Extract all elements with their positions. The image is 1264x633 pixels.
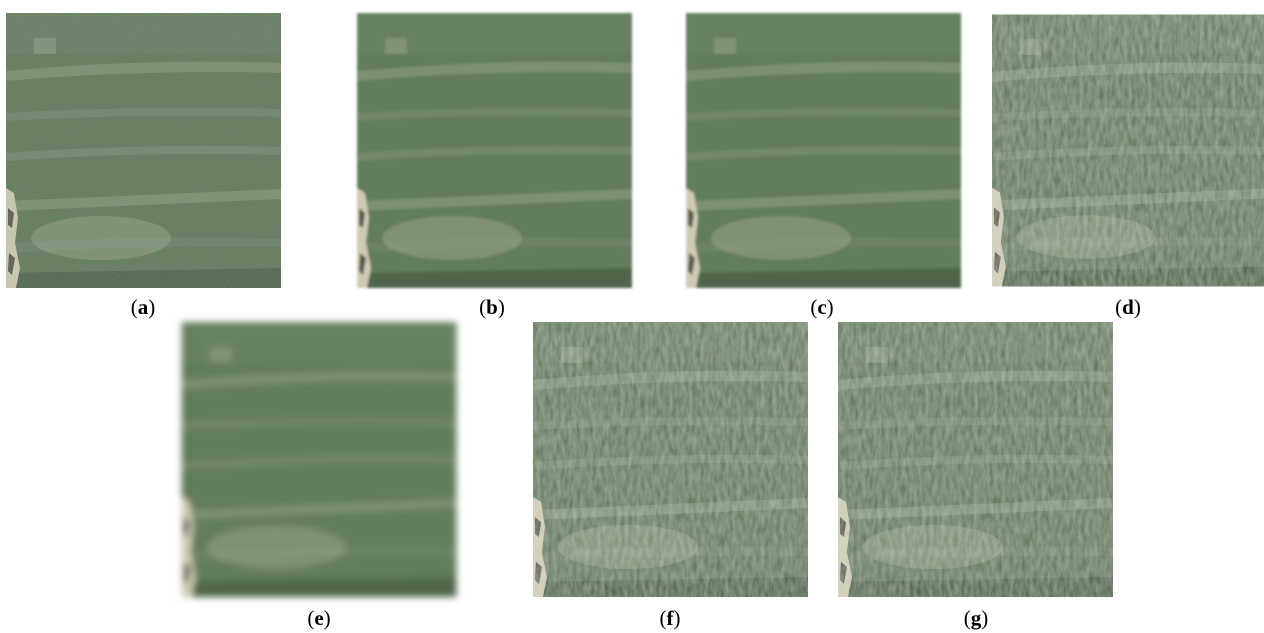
satellite-image bbox=[357, 13, 632, 288]
panel-label: (e) bbox=[307, 606, 330, 630]
panel-label: (c) bbox=[810, 295, 833, 319]
satellite-image bbox=[686, 13, 961, 288]
image-panel bbox=[6, 13, 281, 288]
image-panel bbox=[533, 322, 808, 597]
image-panel bbox=[838, 322, 1113, 597]
satellite-image bbox=[838, 322, 1113, 597]
satellite-image bbox=[992, 15, 1264, 287]
image-panel bbox=[182, 322, 457, 597]
panel-label: (g) bbox=[964, 606, 989, 630]
panel-label: (f) bbox=[660, 606, 681, 630]
panel-label: (b) bbox=[479, 295, 505, 319]
satellite-image bbox=[182, 322, 457, 597]
image-panel bbox=[357, 13, 632, 288]
panel-label: (a) bbox=[131, 295, 156, 319]
satellite-image bbox=[533, 322, 808, 597]
image-panel bbox=[686, 13, 961, 288]
satellite-image bbox=[6, 13, 281, 288]
image-panel bbox=[992, 15, 1264, 287]
panel-label: (d) bbox=[1115, 295, 1141, 319]
figure: (a) (b) (c) (d) (e) (f) (g) bbox=[0, 0, 1264, 633]
